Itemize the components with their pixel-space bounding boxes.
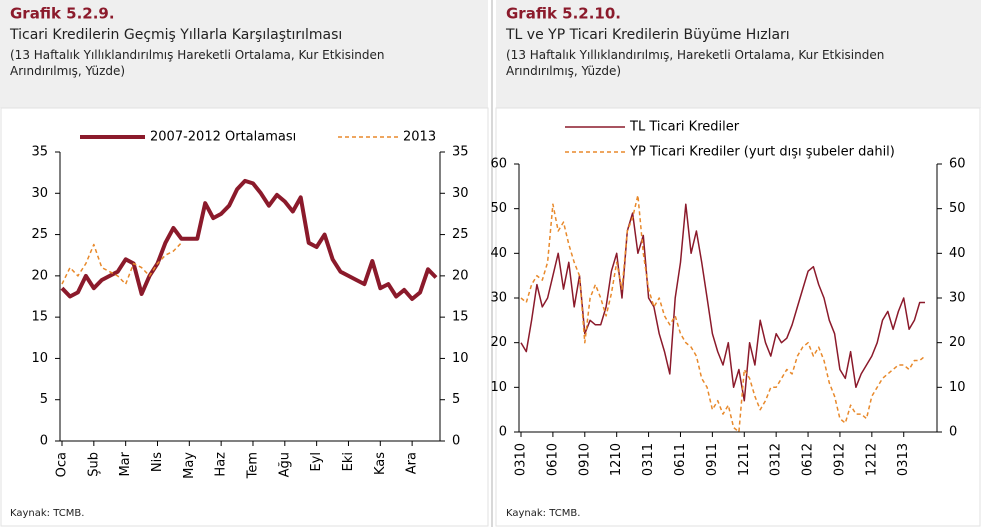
y-tick-label: 20 bbox=[490, 335, 507, 350]
x-tick-label: 1211 bbox=[737, 443, 752, 476]
y2-tick-label: 60 bbox=[949, 157, 966, 172]
y-tick-label: 5 bbox=[40, 392, 48, 407]
y-tick-label: 20 bbox=[31, 268, 48, 283]
y2-tick-label: 0 bbox=[949, 425, 957, 440]
source: Kaynak: TCMB. bbox=[506, 508, 580, 519]
x-tick-label: 0912 bbox=[832, 443, 847, 476]
y-tick-label: 10 bbox=[490, 380, 507, 395]
x-tick-label: 0611 bbox=[673, 443, 688, 476]
y2-tick-label: 50 bbox=[949, 201, 966, 216]
y-tick-label: 35 bbox=[31, 145, 48, 160]
y2-tick-label: 20 bbox=[949, 335, 966, 350]
x-tick-label: Ara bbox=[405, 452, 420, 474]
y2-tick-label: 30 bbox=[949, 291, 966, 306]
x-tick-label: May bbox=[182, 452, 197, 479]
legend-label: 2013 bbox=[403, 130, 436, 145]
chart-subtitle: (13 Haftalık Yıllıklandırılmış, Hareketl… bbox=[506, 48, 884, 78]
x-tick-label: 0911 bbox=[705, 443, 720, 476]
x-tick-label: Kas bbox=[373, 452, 388, 475]
x-tick-label: 1212 bbox=[864, 443, 879, 476]
series-line bbox=[60, 178, 438, 301]
y2-tick-label: 30 bbox=[452, 186, 469, 201]
y-tick-label: 40 bbox=[490, 246, 507, 261]
x-tick-label: 0610 bbox=[545, 443, 560, 476]
y2-tick-label: 35 bbox=[452, 145, 469, 160]
legend-label: 2007-2012 Ortalaması bbox=[150, 130, 296, 145]
x-tick-label: Eyl bbox=[309, 452, 324, 472]
y2-tick-label: 25 bbox=[452, 227, 469, 242]
x-tick-label: Nis bbox=[150, 452, 165, 472]
x-tick-label: Tem bbox=[245, 452, 260, 479]
y2-tick-label: 20 bbox=[452, 268, 469, 283]
y2-tick-label: 10 bbox=[452, 351, 469, 366]
x-tick-label: Mar bbox=[118, 451, 133, 476]
x-tick-label: 1210 bbox=[609, 443, 624, 476]
y-tick-label: 50 bbox=[490, 201, 507, 216]
header-left bbox=[0, 0, 488, 108]
y2-tick-label: 0 bbox=[452, 434, 460, 449]
x-tick-label: 0310 bbox=[514, 443, 529, 476]
legend-label: YP Ticari Krediler (yurt dışı şubeler da… bbox=[629, 145, 895, 160]
chart-label: Grafik 5.2.9. bbox=[10, 5, 115, 23]
y-tick-label: 0 bbox=[499, 425, 507, 440]
chart-label: Grafik 5.2.10. bbox=[506, 5, 621, 23]
y2-tick-label: 5 bbox=[452, 392, 460, 407]
chart-title: Ticari Kredilerin Geçmiş Yıllarla Karşıl… bbox=[9, 27, 342, 43]
x-tick-label: Şub bbox=[86, 452, 101, 477]
x-tick-label: Ağu bbox=[277, 452, 292, 477]
x-tick-label: 0311 bbox=[641, 443, 656, 476]
legend-label: TL Ticari Krediler bbox=[629, 120, 740, 135]
header-right bbox=[496, 0, 981, 108]
panel-right bbox=[495, 107, 981, 527]
x-tick-label: Oca bbox=[55, 452, 70, 477]
y-tick-label: 10 bbox=[31, 351, 48, 366]
x-tick-label: Eki bbox=[341, 452, 356, 471]
source: Kaynak: TCMB. bbox=[10, 508, 84, 519]
series-line bbox=[520, 194, 926, 433]
series-line bbox=[520, 203, 925, 402]
x-tick-label: Haz bbox=[214, 452, 229, 477]
y2-tick-label: 15 bbox=[452, 310, 469, 325]
y-tick-label: 0 bbox=[40, 434, 48, 449]
series-line bbox=[61, 242, 182, 285]
x-tick-label: 0312 bbox=[769, 443, 784, 476]
chart-title: TL ve YP Ticari Kredilerin Büyüme Hızlar… bbox=[505, 27, 790, 43]
x-tick-label: 0313 bbox=[896, 443, 911, 476]
chart-subtitle: (13 Haftalık Yıllıklandırılmış Hareketli… bbox=[10, 48, 385, 78]
y-tick-label: 25 bbox=[31, 227, 48, 242]
y2-tick-label: 10 bbox=[949, 380, 966, 395]
y-tick-label: 15 bbox=[31, 310, 48, 325]
x-tick-label: 0910 bbox=[577, 443, 592, 476]
panel-left bbox=[0, 107, 489, 527]
y-tick-label: 30 bbox=[31, 186, 48, 201]
y2-tick-label: 40 bbox=[949, 246, 966, 261]
x-tick-label: 0612 bbox=[801, 443, 816, 476]
y-tick-label: 30 bbox=[490, 291, 507, 306]
y-tick-label: 60 bbox=[490, 157, 507, 172]
